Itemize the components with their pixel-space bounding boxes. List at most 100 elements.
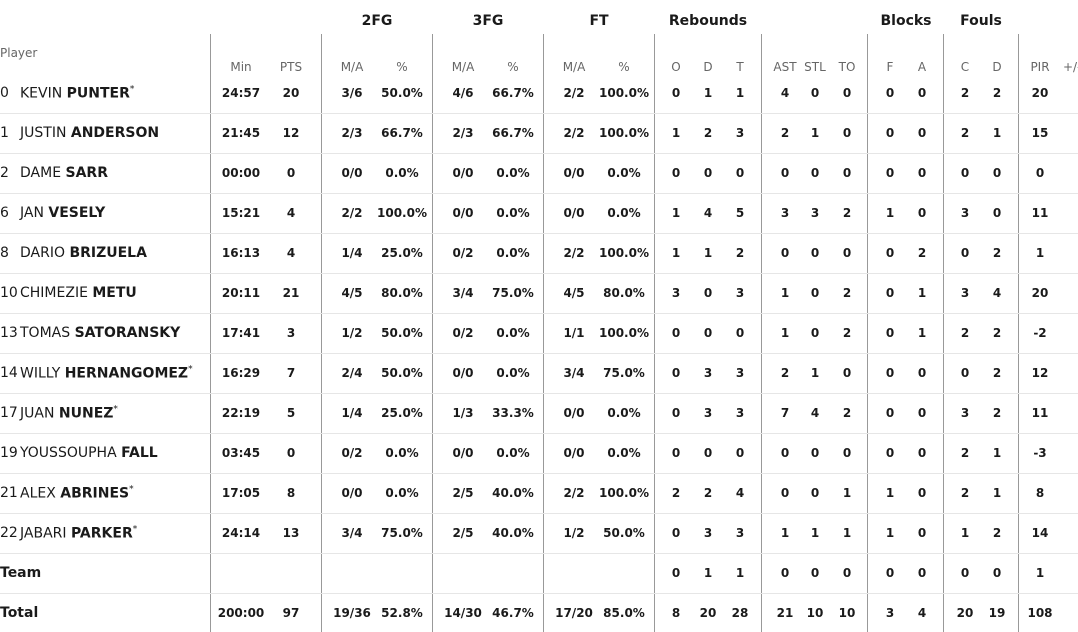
- stat-cell: 2/2: [341, 206, 363, 220]
- stat-cell: 0.0%: [496, 166, 530, 180]
- stat-cell: 2: [842, 206, 852, 220]
- stat-cell: 16:13: [221, 246, 261, 260]
- group-header: 3FG: [472, 13, 504, 29]
- stat-cell: 0.0%: [607, 206, 641, 220]
- stat-cell: 2: [992, 86, 1002, 100]
- stat-cell: 3: [703, 406, 713, 420]
- player-number: 1: [0, 125, 9, 141]
- stat-cell: 0.0%: [496, 366, 530, 380]
- stat-cell: 2: [780, 366, 790, 380]
- stat-cell: 24:14: [221, 526, 261, 540]
- stat-cell: 0: [960, 366, 970, 380]
- stat-cell: 0: [917, 126, 927, 140]
- stat-cell: 2: [992, 526, 1002, 540]
- stat-cell: 1/2: [563, 526, 585, 540]
- stat-cell: 0/0: [563, 406, 585, 420]
- column-header: D: [992, 60, 1002, 74]
- stat-cell: 0: [842, 86, 852, 100]
- stat-cell: 7: [780, 406, 790, 420]
- stat-cell: 2: [992, 366, 1002, 380]
- stat-cell: 1/3: [452, 406, 474, 420]
- stat-cell: 14/30: [444, 606, 482, 620]
- player-name: WILLY HERNANGOMEZ*: [20, 365, 193, 382]
- group-header: Blocks: [880, 13, 932, 29]
- first-name: JAN: [20, 205, 49, 221]
- stat-cell: 1: [671, 206, 681, 220]
- stat-cell: 100.0%: [599, 486, 649, 500]
- row-divider: [0, 233, 1078, 234]
- stat-cell: 3: [735, 366, 745, 380]
- stat-cell: 0: [671, 326, 681, 340]
- stat-cell: 0: [810, 166, 820, 180]
- first-name: TOMAS: [20, 325, 75, 341]
- column-header: PTS: [279, 60, 303, 74]
- group-header: Fouls: [960, 13, 1002, 29]
- stat-cell: 2: [780, 126, 790, 140]
- stat-cell: 4/6: [452, 86, 474, 100]
- row-divider: [0, 473, 1078, 474]
- stat-cell: 1: [810, 526, 820, 540]
- column-header: AST: [773, 60, 797, 74]
- row-label: Team: [0, 565, 42, 581]
- column-divider: [210, 34, 211, 632]
- stat-cell: 1: [1035, 246, 1045, 260]
- stat-cell: 75.0%: [381, 526, 423, 540]
- stat-cell: 15:21: [221, 206, 261, 220]
- stat-cell: 3: [885, 606, 895, 620]
- stat-cell: 3: [960, 406, 970, 420]
- stat-cell: 1: [992, 446, 1002, 460]
- first-name: JUAN: [20, 405, 59, 422]
- stat-cell: 0: [917, 526, 927, 540]
- stat-cell: 2/2: [563, 246, 585, 260]
- stat-cell: 1: [960, 526, 970, 540]
- stat-cell: 2/2: [563, 126, 585, 140]
- last-name: SATORANSKY: [74, 325, 181, 341]
- stat-cell: -3: [1033, 446, 1047, 460]
- stat-cell: 12: [1031, 366, 1049, 380]
- stat-cell: 3: [960, 286, 970, 300]
- stat-cell: 0/0: [452, 166, 474, 180]
- stat-cell: 1: [703, 246, 713, 260]
- stat-cell: 21: [282, 286, 300, 300]
- stat-cell: 0/2: [341, 446, 363, 460]
- stat-cell: 0: [917, 166, 927, 180]
- player-number: 0: [0, 85, 9, 101]
- stat-cell: 52.8%: [381, 606, 423, 620]
- stat-cell: 0: [780, 166, 790, 180]
- last-name: PUNTER: [66, 85, 130, 102]
- row-divider: [0, 113, 1078, 114]
- stat-cell: 0: [810, 486, 820, 500]
- stat-cell: 0: [810, 326, 820, 340]
- stat-cell: 0: [735, 326, 745, 340]
- stat-cell: 8: [671, 606, 681, 620]
- stat-cell: 0: [842, 126, 852, 140]
- stat-cell: 0: [780, 566, 790, 580]
- stat-cell: 0/0: [563, 166, 585, 180]
- stat-cell: 3: [960, 206, 970, 220]
- stat-cell: 13: [282, 526, 300, 540]
- stat-cell: 2/2: [563, 486, 585, 500]
- starter-marker: *: [188, 364, 193, 375]
- stat-cell: 3: [735, 526, 745, 540]
- column-header: A: [917, 60, 927, 74]
- stat-cell: 2/4: [341, 366, 363, 380]
- stat-cell: 4: [703, 206, 713, 220]
- stat-cell: 66.7%: [492, 86, 534, 100]
- column-divider: [654, 34, 655, 632]
- stat-cell: 0/0: [563, 206, 585, 220]
- stat-cell: 0/0: [452, 446, 474, 460]
- stat-cell: 0: [960, 246, 970, 260]
- stat-cell: 46.7%: [492, 606, 534, 620]
- stat-cell: 0/0: [341, 486, 363, 500]
- stat-cell: 50.0%: [381, 326, 423, 340]
- row-divider: [0, 153, 1078, 154]
- stat-cell: 200:00: [217, 606, 265, 620]
- stat-cell: 0: [960, 566, 970, 580]
- first-name: KEVIN: [20, 85, 67, 102]
- first-name: CHIMEZIE: [20, 285, 93, 301]
- stat-cell: 25.0%: [381, 246, 423, 260]
- stat-cell: 1: [842, 526, 852, 540]
- stat-cell: 5: [286, 406, 296, 420]
- stat-cell: 1: [992, 126, 1002, 140]
